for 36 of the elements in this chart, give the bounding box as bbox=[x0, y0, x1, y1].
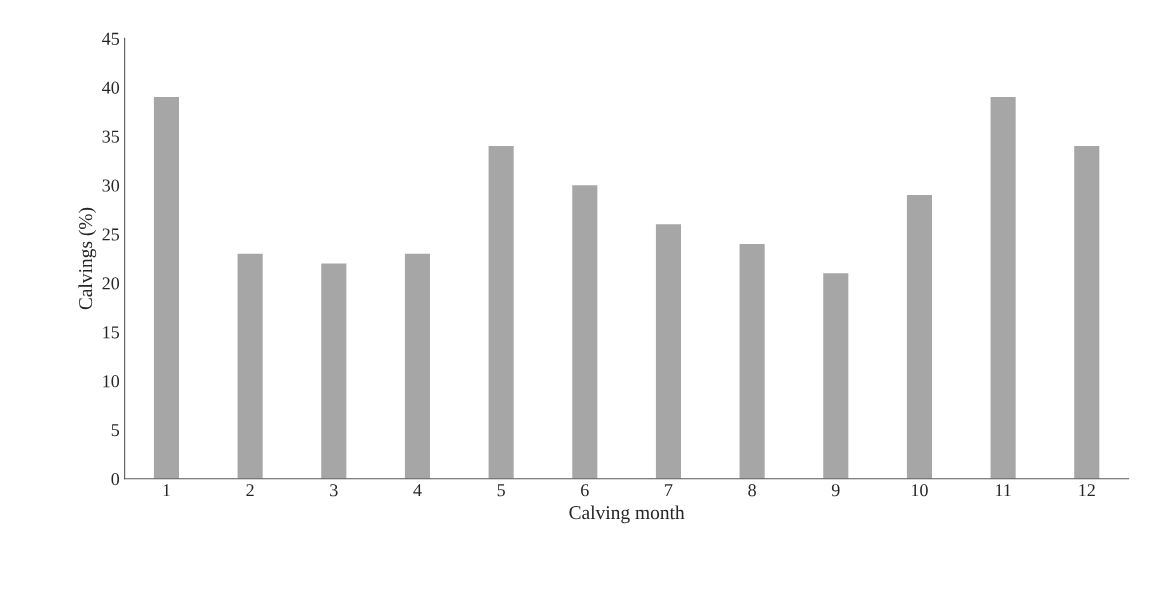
bar bbox=[404, 253, 431, 479]
bar bbox=[990, 97, 1016, 479]
x-tick-label: 3 bbox=[330, 484, 338, 497]
x-tick-label: 2 bbox=[246, 484, 254, 497]
bar bbox=[321, 263, 347, 479]
bar bbox=[237, 253, 263, 479]
y-tick-label: 5 bbox=[111, 424, 120, 437]
y-tick-label: 10 bbox=[103, 375, 120, 388]
y-tick-label: 25 bbox=[102, 228, 120, 241]
bar bbox=[1074, 146, 1100, 479]
bar bbox=[906, 194, 932, 479]
bar bbox=[739, 243, 765, 479]
y-tick-label: 35 bbox=[102, 130, 120, 143]
bar bbox=[823, 273, 849, 479]
y-tick-label: 40 bbox=[102, 81, 120, 94]
bar bbox=[153, 97, 180, 479]
x-axis-title: Calving month bbox=[569, 505, 685, 524]
bar bbox=[572, 185, 598, 479]
y-tick-label: 45 bbox=[102, 32, 120, 45]
bar bbox=[655, 224, 681, 479]
x-tick-label: 4 bbox=[413, 484, 422, 497]
x-tick-label: 1 bbox=[163, 484, 170, 497]
x-tick-label: 11 bbox=[996, 484, 1011, 497]
x-tick-label: 9 bbox=[831, 484, 840, 497]
y-tick-label: 30 bbox=[102, 179, 120, 192]
y-tick-label: 0 bbox=[111, 472, 120, 486]
y-tick-label: 20 bbox=[102, 277, 120, 290]
x-tick-label: 12 bbox=[1079, 484, 1095, 497]
x-tick-label: 8 bbox=[748, 484, 756, 497]
y-axis-title: Calvings (%) bbox=[78, 207, 97, 310]
y-tick-label: 15 bbox=[103, 326, 120, 339]
x-tick-label: 5 bbox=[497, 484, 505, 497]
x-tick-label: 10 bbox=[912, 484, 928, 497]
x-tick-label: 7 bbox=[665, 484, 673, 497]
x-tick-label: 6 bbox=[581, 484, 589, 497]
bar bbox=[488, 146, 514, 479]
